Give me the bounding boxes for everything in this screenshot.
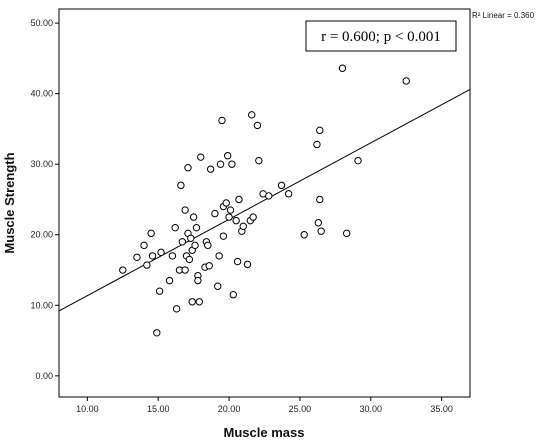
- data-point: [157, 248, 165, 257]
- data-point: [354, 156, 362, 165]
- x-tick-label: 10.00: [76, 404, 99, 414]
- y-tick-label: 10.00: [30, 300, 53, 310]
- x-tick-label: 15.00: [147, 404, 170, 414]
- data-point: [316, 126, 324, 135]
- data-point: [222, 199, 230, 207]
- data-points: [119, 64, 410, 337]
- y-axis: 0.00 10.00 20.00 30.00 40.00 50.00: [30, 18, 59, 381]
- data-point: [216, 160, 225, 168]
- r2-linear-label: R² Linear = 0.360: [472, 11, 535, 20]
- data-point: [255, 156, 263, 165]
- data-point: [165, 276, 174, 285]
- data-point: [181, 206, 189, 214]
- data-point: [187, 234, 195, 242]
- data-point: [317, 227, 325, 235]
- data-point: [195, 298, 204, 306]
- data-point: [284, 190, 293, 198]
- x-tick-label: 35.00: [430, 404, 453, 414]
- data-point: [243, 260, 252, 269]
- data-point: [184, 164, 192, 172]
- data-point: [171, 223, 179, 232]
- data-point: [265, 192, 273, 200]
- data-point: [211, 209, 219, 218]
- y-tick-label: 0.00: [35, 371, 53, 381]
- y-tick-label: 30.00: [30, 159, 53, 169]
- data-point: [177, 181, 185, 190]
- regression-line: [58, 88, 471, 312]
- data-point: [229, 291, 238, 299]
- data-point: [172, 305, 181, 313]
- data-point: [192, 223, 201, 232]
- data-point: [194, 276, 202, 285]
- data-point: [314, 219, 323, 227]
- data-point: [338, 64, 347, 72]
- data-point: [300, 231, 308, 239]
- data-point: [228, 160, 236, 168]
- data-point: [168, 252, 177, 260]
- data-point: [181, 266, 189, 274]
- data-point: [219, 232, 228, 240]
- y-tick-label: 20.00: [30, 230, 53, 240]
- data-point: [218, 116, 226, 125]
- data-point: [188, 298, 196, 306]
- data-point: [206, 165, 215, 173]
- data-point: [223, 152, 232, 160]
- data-point: [191, 241, 199, 250]
- data-point: [204, 241, 212, 250]
- x-tick-label: 30.00: [360, 404, 383, 414]
- data-point: [277, 181, 286, 190]
- y-tick-label: 40.00: [30, 89, 53, 99]
- data-point: [153, 329, 161, 337]
- data-point: [239, 222, 247, 230]
- x-axis-title: Muscle mass: [224, 425, 305, 440]
- data-point: [232, 216, 240, 225]
- data-point: [205, 262, 213, 270]
- data-point: [140, 241, 148, 250]
- data-point: [133, 253, 141, 262]
- data-point: [148, 252, 157, 260]
- data-point: [215, 252, 223, 260]
- data-point: [143, 261, 151, 269]
- data-point: [147, 229, 155, 238]
- data-point: [185, 255, 194, 264]
- x-tick-label: 20.00: [218, 404, 241, 414]
- data-point: [249, 213, 257, 221]
- data-point: [214, 282, 222, 290]
- data-point: [235, 195, 243, 204]
- data-point: [226, 206, 235, 214]
- annotation-box: [305, 20, 457, 52]
- x-tick-label: 25.00: [289, 404, 312, 414]
- data-point: [253, 121, 262, 130]
- y-tick-label: 50.00: [30, 18, 53, 28]
- data-point: [178, 238, 187, 246]
- x-axis: 10.00 15.00 20.00 25.00 30.00 35.00: [76, 397, 453, 414]
- data-point: [233, 257, 242, 266]
- data-point: [313, 140, 321, 149]
- data-point: [402, 77, 410, 85]
- data-point: [225, 213, 233, 221]
- data-point: [316, 195, 324, 204]
- data-point: [343, 229, 351, 238]
- data-point: [155, 287, 164, 295]
- data-point: [119, 266, 127, 274]
- plot-frame: [58, 8, 471, 398]
- y-axis-title: Muscle Strength: [2, 152, 17, 253]
- data-point: [197, 153, 205, 161]
- data-point: [189, 213, 198, 221]
- correlation-annotation: r = 0.600; p < 0.001: [321, 29, 441, 45]
- data-point: [248, 111, 256, 119]
